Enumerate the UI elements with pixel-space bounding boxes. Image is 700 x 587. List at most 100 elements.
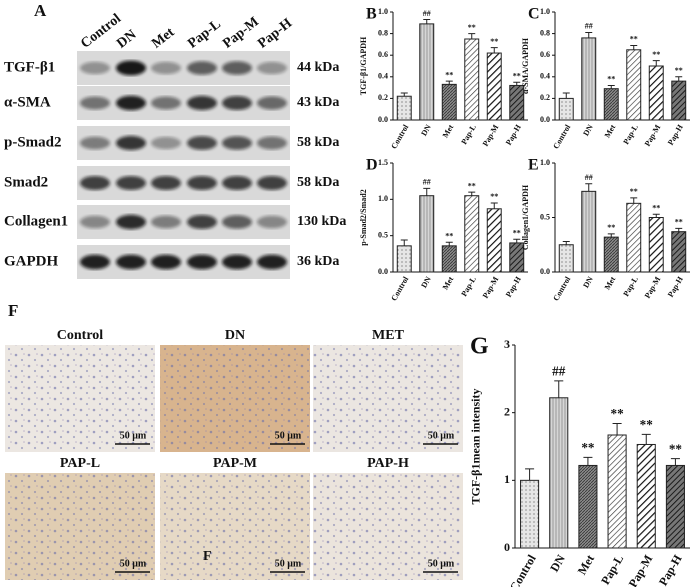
error-bar <box>607 84 615 89</box>
blot-band <box>187 254 217 270</box>
image-marker: F <box>203 549 212 564</box>
error-bar <box>513 238 521 243</box>
blot-band <box>80 136 110 150</box>
blot-strip <box>77 51 290 85</box>
bar <box>520 479 540 549</box>
blot-band <box>222 176 252 190</box>
ihc-texture <box>313 345 463 452</box>
image-label: PAP-L <box>60 456 100 471</box>
scale-label: 50 μm <box>428 430 455 441</box>
bar <box>603 236 619 273</box>
blot-band <box>257 96 287 110</box>
blot-band <box>80 254 110 270</box>
error-bar <box>445 241 453 246</box>
blot-band <box>222 136 252 150</box>
scale-label: 50 μm <box>275 430 302 441</box>
y-tick-label: 1.0 <box>378 194 388 203</box>
protein-label: p-Smad2 <box>4 134 62 150</box>
error-bar <box>652 213 660 218</box>
bar <box>419 195 435 273</box>
error-bar <box>562 240 570 245</box>
bar <box>607 434 627 549</box>
error-bar <box>468 191 476 196</box>
panel-label: E <box>528 157 539 174</box>
significance-label: ** <box>675 66 683 75</box>
significance-label: ** <box>669 441 683 456</box>
significance-label: ** <box>490 192 498 201</box>
blot-strip <box>77 166 290 200</box>
significance-label: ** <box>468 181 476 190</box>
error-bar <box>490 202 498 209</box>
blot-band <box>257 254 287 270</box>
bar <box>636 443 656 549</box>
size-label: 36 kDa <box>297 254 339 269</box>
x-tick-label: Pap-M <box>481 123 501 148</box>
panel-label: G <box>470 334 489 360</box>
error-bar <box>400 92 408 97</box>
y-tick-label: 1.0 <box>540 7 550 16</box>
ihc-texture <box>5 345 155 452</box>
y-tick-label: 1.0 <box>540 158 550 167</box>
bar <box>396 95 412 121</box>
blot-band <box>222 254 252 270</box>
error-bar <box>423 19 431 24</box>
lane-label: Pap-L <box>185 17 224 52</box>
y-tick-label: 0.5 <box>540 212 550 221</box>
y-tick-label: 1 <box>504 472 510 486</box>
image-label: PAP-M <box>213 456 257 471</box>
scale-label: 50 μm <box>120 430 147 441</box>
x-tick-label: Pap-L <box>459 275 477 298</box>
bar <box>648 65 664 121</box>
y-axis-label: p-Smad2/Smad2 <box>359 189 368 245</box>
blot-strip <box>77 205 290 239</box>
significance-label: ** <box>445 70 453 79</box>
y-tick-label: 1.0 <box>378 7 388 16</box>
image-label: DN <box>225 328 245 343</box>
error-bar <box>585 183 593 192</box>
scale-label: 50 μm <box>275 558 302 569</box>
error-bar <box>400 239 408 246</box>
error-bar <box>583 456 593 466</box>
x-tick-label: Pap-H <box>656 552 685 587</box>
y-tick-label: 2 <box>504 404 510 418</box>
bar <box>549 397 569 549</box>
image-label: PAP-H <box>367 456 409 471</box>
size-label: 130 kDa <box>297 214 346 229</box>
x-tick-label: Pap-L <box>621 275 639 298</box>
x-tick-label: Pap-L <box>621 123 639 146</box>
protein-label: TGF-β1 <box>4 59 55 75</box>
blot-band <box>187 215 217 229</box>
error-bar <box>630 197 638 204</box>
significance-label: ** <box>640 417 654 432</box>
x-tick-label: Pap-L <box>459 123 477 146</box>
significance-label: ** <box>610 406 624 421</box>
blot-band <box>151 215 181 229</box>
significance-label: ** <box>445 231 453 240</box>
blot-band <box>257 136 287 150</box>
panel-label: A <box>34 1 47 20</box>
ihc-texture <box>160 345 310 452</box>
x-tick-label: Pap-M <box>643 123 663 148</box>
lane-label: Met <box>149 25 177 52</box>
x-tick-label: Control <box>551 122 572 150</box>
significance-label: ** <box>630 35 638 44</box>
y-tick-label: 0.2 <box>540 93 550 102</box>
blot-band <box>187 176 217 190</box>
significance-label: ## <box>423 178 431 187</box>
size-label: 43 kDa <box>297 95 339 110</box>
scale-label: 50 μm <box>120 558 147 569</box>
significance-label: ** <box>581 440 595 455</box>
protein-label: Collagen1 <box>4 213 68 229</box>
significance-label: ** <box>513 71 521 80</box>
blot-band <box>116 95 146 111</box>
error-bar <box>675 76 683 82</box>
ihc-texture <box>160 473 310 580</box>
size-label: 44 kDa <box>297 60 339 75</box>
blot-strip <box>77 126 290 160</box>
bar <box>626 49 642 121</box>
bar <box>648 217 664 273</box>
y-tick-label: 0.4 <box>378 72 388 81</box>
y-tick-label: 0.0 <box>378 115 388 124</box>
blot-strip <box>77 86 290 120</box>
